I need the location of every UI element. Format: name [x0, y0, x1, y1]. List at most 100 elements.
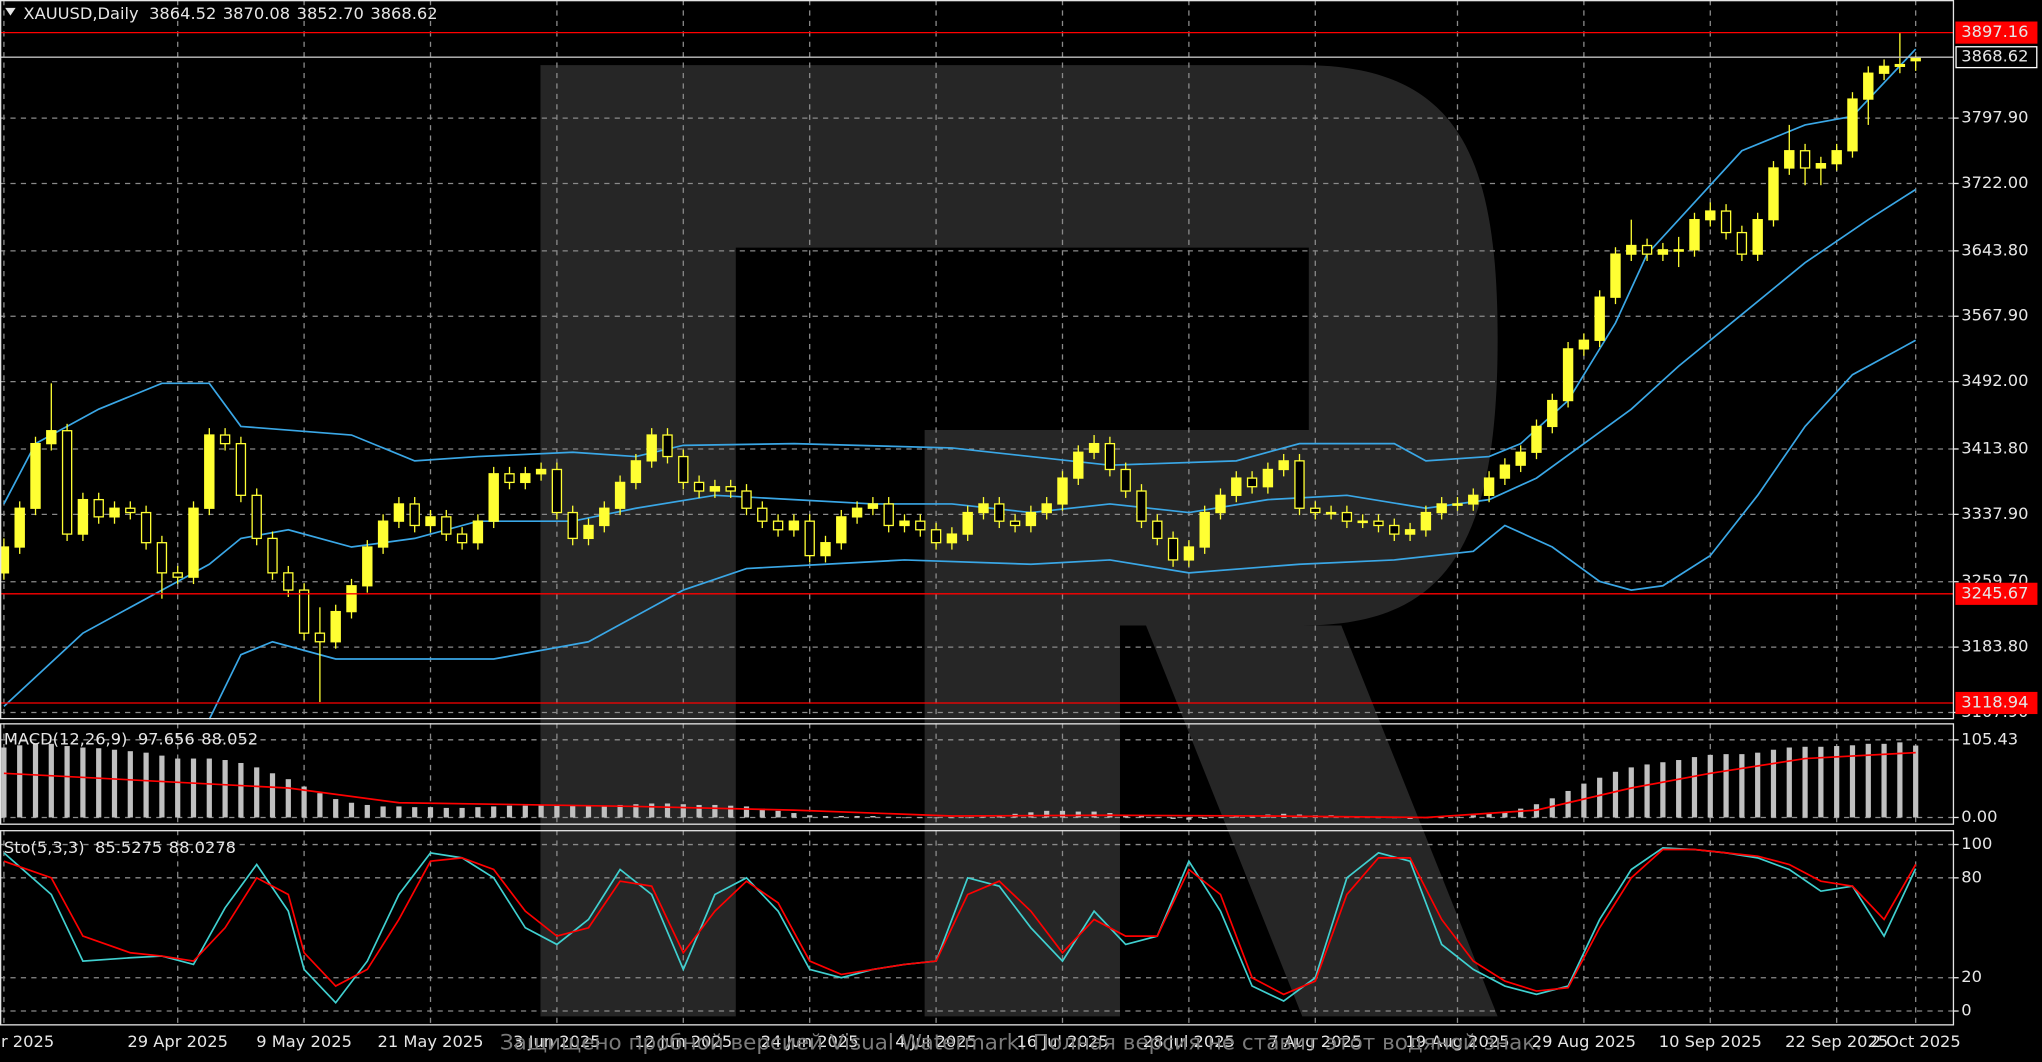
macd-bar [1170, 817, 1176, 819]
macd-bar [32, 743, 39, 818]
x-tick-label: 29 Aug 2025 [1532, 1032, 1636, 1051]
x-tick-label: 21 May 2025 [377, 1032, 483, 1051]
x-tick-label: 3 Jun 2025 [513, 1032, 600, 1051]
candle-body [1420, 511, 1432, 531]
candle-body [1088, 442, 1100, 453]
candle-body [125, 507, 136, 514]
y-tick-label: 3722.00 [1961, 173, 2028, 192]
candle-body [1610, 253, 1621, 298]
y-tick-label: 3413.80 [1961, 438, 2028, 457]
macd-bar [949, 817, 955, 819]
macd-bar [491, 806, 497, 818]
candle-body [1673, 249, 1684, 252]
candle-body [1057, 477, 1068, 505]
y-tick-label: 3183.80 [1961, 637, 2028, 656]
candle-body [1025, 511, 1037, 527]
macd-bar [1786, 747, 1792, 818]
candle-body [1562, 348, 1574, 402]
macd-bar [1565, 790, 1571, 818]
x-tick-label: 2 Oct 2025 [1871, 1032, 1961, 1051]
candle-body [693, 481, 705, 492]
header-value: 88.052 [201, 730, 258, 749]
macd-bar [127, 751, 133, 818]
macd-bar [301, 786, 307, 818]
macd-bar [17, 745, 23, 818]
x-tick-label: 16 Jul 2025 [1016, 1032, 1108, 1051]
candle-body [1404, 529, 1416, 535]
macd-bar [159, 755, 165, 818]
macd-bar [980, 816, 987, 818]
macd-bar [680, 804, 686, 818]
candle-body [646, 434, 657, 462]
panel-frame [0, 0, 1955, 720]
macd-bar [1154, 817, 1160, 819]
candle-body [1136, 490, 1147, 522]
macd-bar [1486, 813, 1492, 818]
macd-bar [1739, 754, 1745, 818]
macd-bar [1849, 745, 1856, 818]
header-value: 85.5275 [95, 838, 162, 857]
macd-bar [96, 748, 102, 818]
macd-bar [554, 804, 560, 818]
x-tick-label: 29 Apr 2025 [127, 1032, 228, 1051]
macd-bar [506, 805, 513, 818]
macd-bar [48, 743, 54, 818]
y-tick-label: 3492.00 [1961, 371, 2028, 390]
macd-bar [1502, 811, 1508, 818]
macd-bar [1217, 817, 1224, 819]
candle-body [1452, 503, 1463, 506]
candle-body [1578, 339, 1590, 350]
macd-bar [570, 804, 576, 818]
x-tick-label: 4 Jul 2025 [895, 1032, 977, 1051]
candle-body [1515, 451, 1526, 466]
candle-body [172, 572, 183, 578]
candle-body [46, 430, 57, 445]
macd-bar [870, 816, 876, 818]
macd-bar [1834, 746, 1840, 818]
candle-body [1310, 507, 1321, 514]
macd-bar [427, 807, 434, 818]
candle-body [1246, 477, 1258, 488]
macd-bar [1059, 810, 1066, 818]
candle-body [1215, 494, 1226, 514]
macd-bar [80, 747, 86, 818]
logo-r [540, 65, 1498, 1017]
watermark-text: Защищено пробной версией Visual Watermar… [500, 1031, 1542, 1056]
candle-body [1752, 219, 1763, 255]
candle-body [662, 434, 673, 458]
candle-body [599, 507, 610, 527]
candle-body [978, 503, 989, 514]
candle-body [188, 507, 199, 578]
macd-bar [886, 816, 892, 818]
candle-body [1815, 163, 1827, 169]
macd-bar [838, 816, 844, 818]
macd-bar [1660, 762, 1666, 818]
macd-bar [933, 817, 939, 819]
candle-body [883, 503, 894, 527]
candle-body [757, 507, 768, 522]
x-tick-label: 9 May 2025 [256, 1032, 352, 1051]
macd-bar [1138, 816, 1145, 818]
macd-bar [1802, 746, 1808, 818]
macd-bar [1454, 816, 1461, 818]
menu-triangle [5, 7, 16, 16]
macd-bar [728, 805, 734, 818]
macd-bar [822, 816, 829, 818]
macd-bar [1233, 816, 1239, 818]
candle-body [851, 507, 863, 518]
candle-body [709, 486, 721, 492]
candle-body [1199, 511, 1210, 548]
macd-bar [1628, 767, 1634, 818]
macd-bar [617, 804, 623, 818]
candle-body [346, 585, 357, 613]
candle-body [1720, 210, 1732, 234]
x-tick-label: 16 Apr 2025 [0, 1032, 54, 1051]
y-tick-label: 0.00 [1961, 807, 1997, 826]
bollinger-band [3, 188, 1917, 707]
macd-bar [1470, 815, 1476, 818]
candle-body [1341, 511, 1353, 522]
candle-body [1436, 503, 1447, 514]
candle-body [330, 610, 341, 643]
candle-body [1878, 65, 1890, 74]
